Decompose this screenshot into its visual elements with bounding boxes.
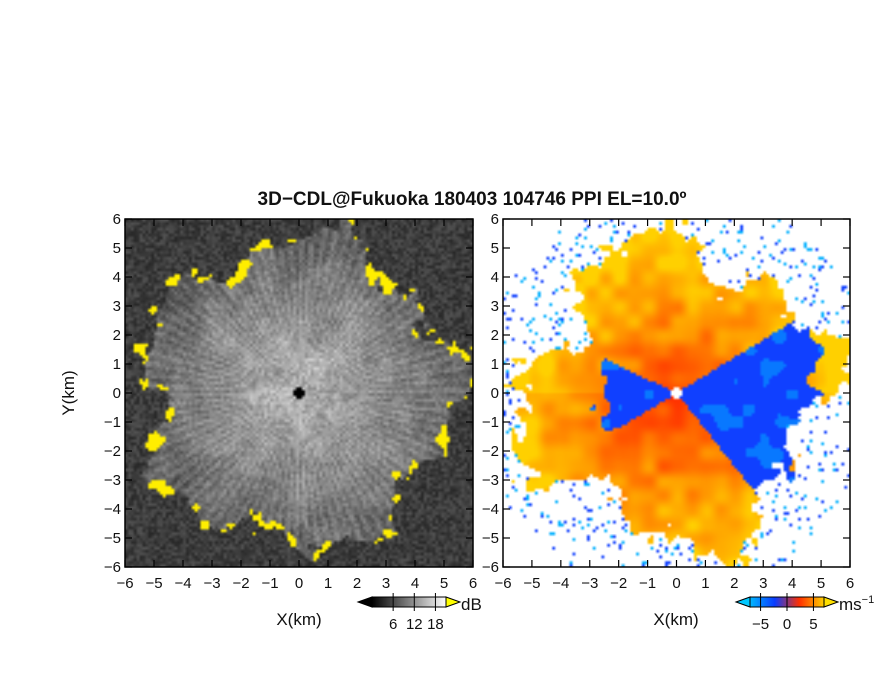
left-y-tick-label: −3 (104, 472, 121, 489)
left-x-tick-label: −3 (203, 575, 220, 592)
right-x-tick-label: −2 (610, 575, 627, 592)
right-y-tick-label: −3 (482, 472, 499, 489)
right-x-tick-label: −6 (494, 575, 511, 592)
left-y-tick-label: −2 (104, 443, 121, 460)
left-y-tick-label: 5 (113, 240, 121, 257)
right-colorbar-tick-label: 5 (809, 616, 817, 633)
right-x-tick-label: −5 (523, 575, 540, 592)
left-y-tick-label: 4 (113, 269, 121, 286)
right-y-tick-label: 0 (491, 385, 499, 402)
right-y-tick-label: 1 (491, 356, 499, 373)
right-x-tick-label: 1 (701, 575, 709, 592)
left-y-tick-label: −1 (104, 414, 121, 431)
right-x-tick-label: 6 (846, 575, 854, 592)
left-x-tick-label: 6 (469, 575, 477, 592)
left-x-tick-label: −1 (261, 575, 278, 592)
left-y-tick-label: −6 (104, 559, 121, 576)
right-colorbar-unit: ms−1 (839, 594, 874, 614)
left-colorbar-bar (371, 596, 447, 608)
right-colorbar-tick-label: −5 (752, 616, 769, 633)
right-x-axis-label: X(km) (653, 610, 698, 629)
left-y-tick-label: −5 (104, 530, 121, 547)
right-colorbar-under-triangle (734, 596, 751, 608)
left-x-tick-label: −6 (116, 575, 133, 592)
left-x-tick-label: −5 (145, 575, 162, 592)
right-y-tick-label: 6 (491, 211, 499, 228)
right-panel: −6 −5 −4 −3 −2 −1 0 1 2 3 4 5 6 6 5 4 3 2 1 0 −1 −2 −3 −4 −5 −6 X… (482, 211, 874, 633)
right-y-tick-label: −5 (482, 530, 499, 547)
right-x-tick-label: 4 (788, 575, 796, 592)
left-colorbar: 6 12 18 dB (356, 593, 482, 633)
left-y-tick-label: 0 (113, 385, 121, 402)
left-colorbar-tick-label: 18 (427, 616, 444, 633)
left-x-tick-label: 5 (440, 575, 448, 592)
left-y-tick-label: 1 (113, 356, 121, 373)
right-colorbar: −5 0 5 ms−1 (734, 593, 874, 633)
left-axes: −6 −5 −4 −3 −2 −1 0 1 2 3 4 5 6 6 5 4 3 2 1 0 −1 −2 −3 −4 −5 −6 (104, 211, 477, 592)
right-y-tick-label: −1 (482, 414, 499, 431)
right-y-tick-label: 2 (491, 327, 499, 344)
left-y-axis-label: Y(km) (59, 370, 78, 415)
right-x-tick-label: 5 (817, 575, 825, 592)
right-colorbar-tick-label: 0 (783, 616, 791, 633)
left-y-tick-label: 2 (113, 327, 121, 344)
left-y-tick-label: 6 (113, 211, 121, 228)
right-y-tick-label: 4 (491, 269, 499, 286)
left-x-tick-label: −2 (232, 575, 249, 592)
left-colorbar-unit: dB (461, 595, 482, 614)
right-heatmap-image (503, 219, 850, 567)
left-colorbar-under-triangle (356, 596, 373, 608)
right-y-tick-label: 5 (491, 240, 499, 257)
left-x-tick-label: 2 (353, 575, 361, 592)
left-colorbar-tick-label: 6 (389, 616, 397, 633)
right-colorbar-over-triangle (823, 596, 840, 608)
left-x-tick-label: 3 (382, 575, 390, 592)
left-colorbar-over-triangle (445, 596, 462, 608)
right-x-tick-label: 0 (672, 575, 680, 592)
left-y-tick-label: 3 (113, 298, 121, 315)
right-x-tick-label: 2 (730, 575, 738, 592)
left-x-tick-label: 0 (295, 575, 303, 592)
right-x-tick-label: 3 (759, 575, 767, 592)
left-x-tick-label: 1 (324, 575, 332, 592)
chart-title: 3D−CDL@Fukuoka 180403 104746 PPI EL=10.0… (258, 189, 687, 210)
right-axes: −6 −5 −4 −3 −2 −1 0 1 2 3 4 5 6 6 5 4 3 2 1 0 −1 −2 −3 −4 −5 −6 (482, 211, 854, 592)
left-heatmap-image (125, 219, 473, 567)
left-x-tick-label: −4 (174, 575, 191, 592)
left-y-tick-label: −4 (104, 501, 121, 518)
left-x-tick-label: 4 (411, 575, 419, 592)
right-x-tick-label: −3 (581, 575, 598, 592)
right-y-tick-label: −6 (482, 559, 499, 576)
right-y-tick-label: 3 (491, 298, 499, 315)
left-x-axis-label: X(km) (276, 610, 321, 629)
right-y-tick-label: −2 (482, 443, 499, 460)
right-x-tick-label: −1 (639, 575, 656, 592)
right-x-tick-label: −4 (552, 575, 569, 592)
left-colorbar-tick-label: 12 (406, 616, 423, 633)
right-y-tick-label: −4 (482, 501, 499, 518)
